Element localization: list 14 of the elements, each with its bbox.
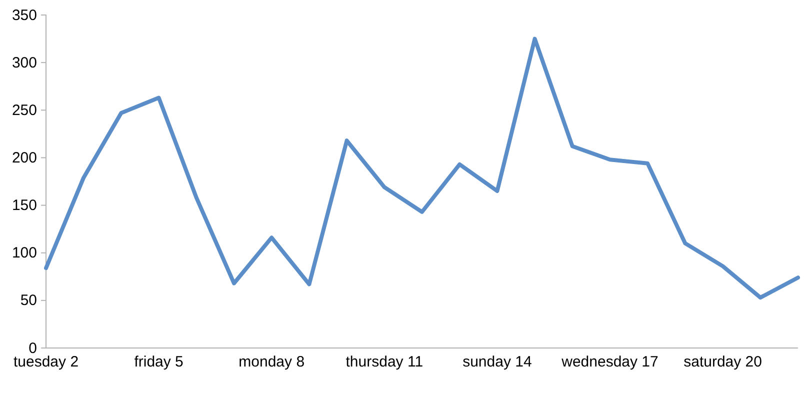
y-tick-label: 300 <box>12 54 37 72</box>
x-tick-label: saturday 20 <box>684 354 762 371</box>
x-tick-label: thursday 11 <box>346 354 424 371</box>
y-tick-label: 150 <box>12 197 37 214</box>
x-tick-label: friday 5 <box>134 354 184 371</box>
y-tick-label: 100 <box>12 244 37 262</box>
y-tick-label: 350 <box>12 6 37 24</box>
x-tick-label: sunday 14 <box>462 354 532 371</box>
line-series <box>44 36 800 300</box>
y-tick-label: 200 <box>12 150 37 167</box>
x-tick-label: wednesday 17 <box>560 354 658 371</box>
x-tick-label: monday 8 <box>238 354 305 371</box>
y-tick-label: 250 <box>12 102 37 119</box>
y-tick-label: 50 <box>20 292 37 310</box>
